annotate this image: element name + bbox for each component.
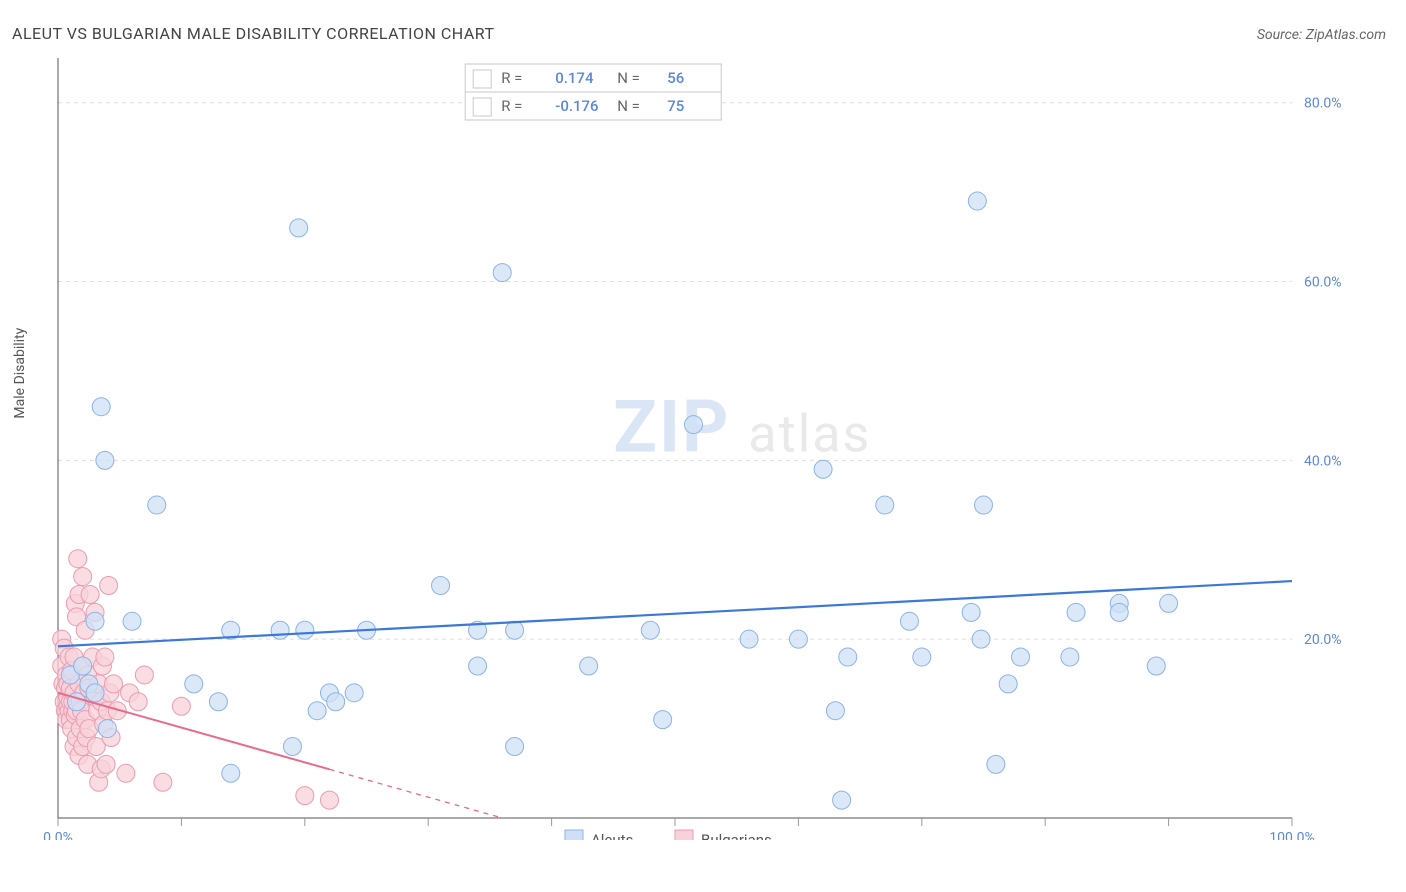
scatter-point <box>972 630 990 648</box>
svg-text:-0.176: -0.176 <box>555 97 598 115</box>
scatter-point <box>74 657 92 675</box>
scatter-point <box>148 496 166 514</box>
scatter-plot: 20.0% 40.0% 60.0% 80.0% 0.0% 100.0% ZIP atlas R … <box>40 50 1370 840</box>
scatter-point <box>1067 603 1085 621</box>
scatter-point <box>129 693 147 711</box>
scatter-point <box>814 460 832 478</box>
scatter-point <box>69 550 87 568</box>
svg-text:N =: N = <box>617 97 640 115</box>
scatter-point <box>833 791 851 809</box>
scatter-point <box>296 787 314 805</box>
scatter-point <box>1061 648 1079 666</box>
scatter-point <box>641 621 659 639</box>
scatter-point <box>97 755 115 773</box>
scatter-point <box>580 657 598 675</box>
scatter-point <box>86 684 104 702</box>
source-label: Source: ZipAtlas.com <box>1257 27 1386 43</box>
scatter-point <box>432 577 450 595</box>
trend-line <box>58 581 1292 646</box>
scatter-point <box>1012 648 1030 666</box>
scatter-point <box>96 648 114 666</box>
scatter-point <box>222 764 240 782</box>
legend-label: Aleuts <box>591 831 633 840</box>
watermark: ZIP <box>613 384 730 469</box>
scatter-point <box>876 496 894 514</box>
svg-text:N =: N = <box>617 69 640 87</box>
scatter-point <box>74 568 92 586</box>
scatter-point <box>92 398 110 416</box>
legend-label: Bulgarians <box>701 831 772 840</box>
y-tick-label: 20.0% <box>1304 632 1342 648</box>
svg-text:75: 75 <box>667 97 684 115</box>
scatter-point <box>968 192 986 210</box>
scatter-point <box>1147 657 1165 675</box>
scatter-point <box>327 693 345 711</box>
scatter-point <box>999 675 1017 693</box>
scatter-point <box>685 416 703 434</box>
scatter-point <box>1110 603 1128 621</box>
legend-swatch <box>675 830 693 840</box>
scatter-point <box>506 737 524 755</box>
svg-text:0.174: 0.174 <box>555 69 594 87</box>
scatter-point <box>900 612 918 630</box>
trend-line-extrapolated <box>329 769 502 818</box>
scatter-point <box>283 737 301 755</box>
scatter-point <box>105 675 123 693</box>
watermark: atlas <box>748 403 871 464</box>
scatter-point <box>913 648 931 666</box>
x-tick-label: 0.0% <box>43 830 73 840</box>
legend-swatch <box>565 830 583 840</box>
scatter-point <box>493 264 511 282</box>
scatter-point <box>345 684 363 702</box>
scatter-point <box>271 621 289 639</box>
y-tick-label: 80.0% <box>1304 96 1342 112</box>
scatter-point <box>962 603 980 621</box>
scatter-point <box>209 693 227 711</box>
scatter-point <box>290 219 308 237</box>
scatter-point <box>308 702 326 720</box>
chart-title: ALEUT VS BULGARIAN MALE DISABILITY CORRE… <box>12 24 495 43</box>
scatter-point <box>117 764 135 782</box>
correlation-stats-box: R = 0.174 N = 56 R = -0.176 N = 75 <box>465 64 721 120</box>
scatter-point <box>81 585 99 603</box>
scatter-point <box>826 702 844 720</box>
y-tick-label: 60.0% <box>1304 275 1342 291</box>
scatter-point <box>1160 594 1178 612</box>
svg-text:56: 56 <box>667 69 684 87</box>
scatter-point <box>100 577 118 595</box>
x-tick-label: 100.0% <box>1269 830 1314 840</box>
svg-text:R =: R = <box>501 69 522 87</box>
scatter-point <box>975 496 993 514</box>
y-tick-label: 40.0% <box>1304 453 1342 469</box>
scatter-point <box>86 612 104 630</box>
scatter-point <box>740 630 758 648</box>
scatter-point <box>987 755 1005 773</box>
scatter-point <box>96 451 114 469</box>
scatter-point <box>98 720 116 738</box>
scatter-point <box>839 648 857 666</box>
scatter-point <box>185 675 203 693</box>
scatter-point <box>506 621 524 639</box>
scatter-point <box>789 630 807 648</box>
scatter-point <box>469 657 487 675</box>
scatter-point <box>320 791 338 809</box>
scatter-point <box>123 612 141 630</box>
scatter-point <box>296 621 314 639</box>
scatter-point <box>135 666 153 684</box>
scatter-point <box>154 773 172 791</box>
scatter-point <box>172 697 190 715</box>
y-axis-label: Male Disability <box>12 328 28 419</box>
scatter-point <box>654 711 672 729</box>
series-legend: Aleuts Bulgarians <box>565 830 772 840</box>
svg-text:R =: R = <box>501 97 522 115</box>
